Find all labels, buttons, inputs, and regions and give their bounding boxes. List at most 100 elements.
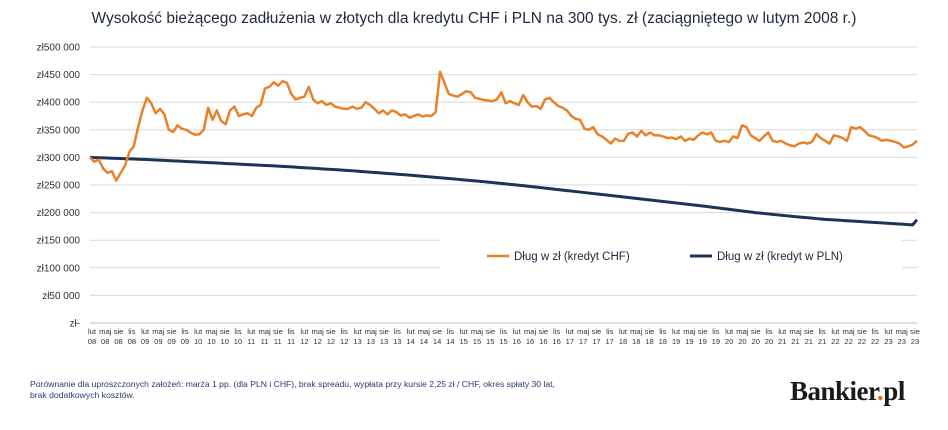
x-tick-label-month: lut [194,327,203,336]
x-tick-label-month: lis [553,327,560,336]
legend: Dług w zł (kredyt CHF) Dług w zł (kredyt … [440,237,902,275]
x-tick-label-month: sie [645,327,655,336]
x-tick-label-year: 22 [858,337,866,346]
legend-background [440,237,902,275]
x-tick-label-year: 12 [327,337,335,346]
x-tick-label-year: 16 [539,337,547,346]
x-tick-label-year: 16 [552,337,560,346]
footnote: Porównanie dla uproszczonych założeń: ma… [30,379,590,401]
series-line-pln [89,155,919,227]
x-tick-label-month: lut [353,327,362,336]
y-tick-label: zł50 000 [42,291,80,302]
footnote-line-2: brak dodatkowych kosztów. [30,390,135,400]
logo-dot: . [877,376,884,406]
x-tick-label-year: 14 [406,337,414,346]
x-tick-label-month: sie [326,327,336,336]
x-tick-label-month: maj [365,327,378,336]
x-tick-label-month: maj [843,327,856,336]
x-tick-label-year: 15 [473,337,481,346]
x-tick-label-month: maj [99,327,112,336]
x-tick-label-year: 22 [871,337,879,346]
x-tick-label-year: 20 [765,337,773,346]
x-tick-label-year: 13 [353,337,361,346]
x-tick-label-year: 08 [128,337,136,346]
x-tick-label-month: sie [167,327,177,336]
x-tick-label-year: 18 [619,337,627,346]
x-tick-label-month: maj [312,327,325,336]
x-tick-label-month: sie [592,327,602,336]
x-tick-label-year: 23 [897,337,905,346]
x-tick-label-year: 13 [393,337,401,346]
x-tick-label-year: 21 [778,337,786,346]
x-tick-label-year: 09 [141,337,149,346]
x-tick-label-month: sie [910,327,920,336]
x-tick-label-year: 15 [459,337,467,346]
x-tick-label-month: sie [379,327,389,336]
x-tick-label-year: 16 [513,337,521,346]
x-tick-label-year: 19 [672,337,680,346]
x-tick-label-year: 17 [605,337,613,346]
y-tick-label: zł450 000 [37,70,81,81]
x-tick-label-month: lis [341,327,348,336]
x-tick-label-month: lis [128,327,135,336]
x-tick-label-year: 09 [167,337,175,346]
x-tick-label-year: 18 [659,337,667,346]
x-tick-label-year: 20 [751,337,759,346]
x-tick-label-month: maj [736,327,749,336]
x-tick-label-month: lis [288,327,295,336]
x-tick-label-year: 17 [566,337,574,346]
series-line-chf [89,70,918,182]
x-tick-label-year: 10 [234,337,242,346]
x-tick-label-month: maj [205,327,218,336]
logo-suffix: pl [883,376,905,406]
y-tick-label: zł150 000 [37,236,81,247]
x-tick-label-month: maj [896,327,909,336]
x-tick-label-year: 18 [645,337,653,346]
x-tick-label-year: 08 [88,337,96,346]
x-tick-label-month: lut [300,327,309,336]
x-tick-label-month: lis [447,327,454,336]
x-tick-label-year: 13 [380,337,388,346]
x-tick-label-month: maj [577,327,590,336]
x-tick-label-month: sie [857,327,867,336]
x-tick-label-month: lut [672,327,681,336]
y-tick-label: zł350 000 [37,125,81,136]
x-tick-label-year: 09 [181,337,189,346]
chart-title: Wysokość bieżącego zadłużenia w złotych … [91,10,857,27]
x-tick-label-month: lis [181,327,188,336]
x-tick-label-year: 23 [884,337,892,346]
x-tick-label-month: lut [619,327,628,336]
x-tick-label-year: 12 [300,337,308,346]
x-tick-label-month: maj [524,327,537,336]
y-tick-label: zł500 000 [37,43,81,54]
x-tick-label-year: 20 [738,337,746,346]
logo-text: Bankier [790,376,878,406]
x-tick-label-month: maj [471,327,484,336]
y-tick-label: zł200 000 [37,208,81,219]
x-tick-label-year: 19 [685,337,693,346]
x-tick-label-month: maj [152,327,165,336]
x-tick-label-month: sie [804,327,814,336]
x-tick-label-year: 17 [579,337,587,346]
x-tick-label-month: lut [88,327,97,336]
x-tick-label-month: lut [247,327,256,336]
x-tick-label-year: 16 [526,337,534,346]
x-tick-label-month: lut [566,327,575,336]
x-tick-label-month: sie [538,327,548,336]
x-tick-label-month: lis [712,327,719,336]
x-tick-label-year: 14 [420,337,428,346]
x-tick-label-year: 19 [712,337,720,346]
x-tick-label-year: 21 [805,337,813,346]
x-tick-label-year: 19 [698,337,706,346]
x-tick-label-year: 20 [725,337,733,346]
x-tick-label-year: 15 [499,337,507,346]
x-tick-label-month: lut [407,327,416,336]
x-tick-label-month: lut [831,327,840,336]
x-tick-label-year: 10 [221,337,229,346]
x-tick-label-year: 13 [367,337,375,346]
x-tick-label-year: 15 [486,337,494,346]
y-tick-label: zł250 000 [37,181,81,192]
x-tick-label-year: 22 [844,337,852,346]
